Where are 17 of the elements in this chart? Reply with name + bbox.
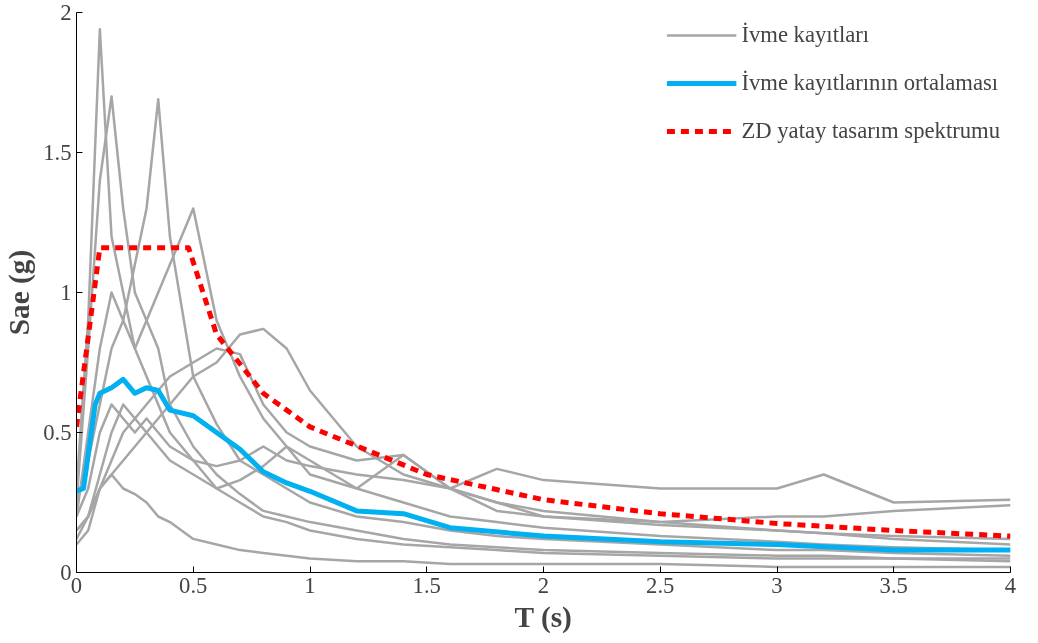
legend-label: İvme kayıtları (741, 22, 870, 48)
x-tick-label: 2.5 (646, 572, 675, 598)
x-tick-label: 3 (771, 572, 783, 598)
x-tick-label: 1 (304, 572, 316, 598)
x-tick-label: 3.5 (879, 572, 908, 598)
x-tick-label: 0.5 (179, 572, 208, 598)
legend-label: İvme kayıtlarının ortalaması (741, 70, 999, 96)
y-tick-label: 1 (60, 280, 72, 305)
x-tick-label: 4 (1004, 572, 1017, 598)
y-axis-title: Sae (g) (3, 249, 37, 336)
y-tick-label: 0.5 (43, 420, 72, 445)
x-tick-label: 1.5 (412, 572, 441, 598)
y-tick-label: 2 (60, 0, 72, 25)
y-tick-label: 1.5 (43, 140, 72, 165)
legend-label: ZD yatay tasarım spektrumu (741, 118, 1000, 144)
x-tick-label: 2 (537, 572, 550, 598)
x-axis-title: T (s) (514, 600, 572, 634)
